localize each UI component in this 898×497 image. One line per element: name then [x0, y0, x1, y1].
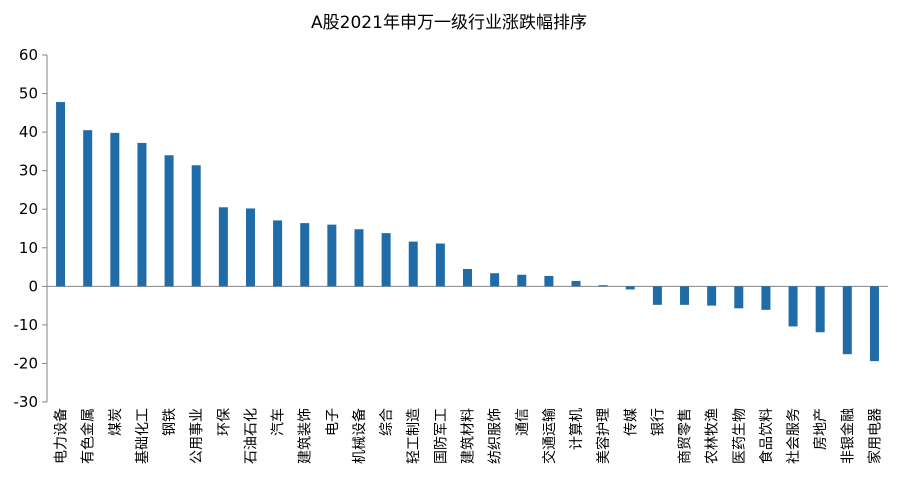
- x-category-label: 医药生物: [732, 408, 748, 464]
- y-tick-label: 40: [19, 123, 38, 141]
- x-category-label: 美容护理: [595, 408, 612, 464]
- x-category-label: 石油石化: [243, 408, 259, 464]
- bar-银行: [652, 286, 662, 305]
- x-category-label: 纺织服饰: [488, 408, 504, 464]
- bar-钢铁: [164, 155, 174, 287]
- bar-社会服务: [788, 286, 798, 327]
- bar-非银金融: [842, 286, 852, 355]
- bar-公用事业: [191, 165, 201, 287]
- x-category-label: 公用事业: [189, 408, 205, 464]
- bar-电子: [327, 224, 337, 287]
- bar-基础化工: [137, 142, 147, 287]
- y-tick-label: 30: [19, 162, 38, 180]
- bar-建筑材料: [463, 268, 472, 287]
- x-category-label: 基础化工: [134, 408, 151, 464]
- x-category-label: 电子: [325, 408, 341, 436]
- bar-商贸零售: [680, 286, 690, 305]
- bar-汽车: [273, 220, 283, 287]
- x-category-label: 通信: [515, 408, 531, 436]
- bar-传媒: [625, 286, 635, 290]
- bar-轻工制造: [408, 241, 418, 287]
- bar-国防军工: [435, 243, 445, 287]
- y-tick-label: 0: [28, 277, 38, 295]
- bar-食品饮料: [761, 286, 771, 310]
- x-category-label: 交通运输: [541, 408, 558, 464]
- x-category-label: 有色金属: [80, 408, 97, 464]
- y-tick-label: 20: [19, 200, 38, 218]
- x-category-label: 农林牧渔: [705, 408, 721, 464]
- bar-石油石化: [245, 208, 255, 287]
- x-category-label: 计算机: [569, 408, 585, 450]
- y-tick-label: -10: [14, 316, 39, 334]
- y-tick-label: 60: [19, 46, 38, 64]
- x-category-label: 轻工制造: [406, 408, 422, 464]
- bar-通信: [517, 274, 527, 287]
- x-category-label: 电力设备: [53, 408, 70, 464]
- bar-交通运输: [544, 275, 554, 287]
- y-tick-label: 10: [19, 239, 38, 257]
- x-category-label: 煤炭: [108, 408, 124, 436]
- x-category-label: 社会服务: [786, 408, 802, 464]
- x-category-label: 商贸零售: [678, 408, 694, 464]
- y-tick-label: 50: [19, 85, 38, 103]
- bar-家用电器: [869, 286, 879, 362]
- x-category-label: 房地产: [813, 408, 829, 450]
- bar-环保: [218, 207, 228, 287]
- x-category-label: 汽车: [270, 408, 287, 436]
- x-category-label: 银行: [650, 408, 666, 436]
- bar-农林牧渔: [707, 286, 717, 306]
- x-category-label: 综合: [379, 408, 395, 436]
- x-category-label: 家用电器: [866, 408, 883, 464]
- bar-医药生物: [734, 286, 744, 309]
- x-category-label: 钢铁: [162, 408, 178, 436]
- x-category-label: 食品饮料: [758, 408, 775, 464]
- bar-纺织服饰: [490, 273, 500, 287]
- bar-有色金属: [83, 130, 93, 287]
- bar-计算机: [571, 280, 581, 287]
- x-category-label: 非银金融: [840, 408, 856, 464]
- x-category-label: 传媒: [623, 408, 639, 436]
- bar-机械设备: [354, 229, 364, 287]
- x-category-label: 建筑装饰: [298, 408, 314, 464]
- bar-建筑装饰: [300, 223, 310, 287]
- x-category-label: 环保: [216, 408, 232, 436]
- chart-title: A股2021年申万一级行业涨跌幅排序: [311, 13, 587, 33]
- y-tick-label: -30: [14, 393, 39, 411]
- bar-综合: [381, 233, 391, 287]
- x-category-label: 机械设备: [351, 408, 368, 464]
- bar-美容护理: [598, 285, 608, 287]
- x-category-label: 建筑材料: [461, 408, 477, 464]
- bar-电力设备: [56, 102, 66, 287]
- bar-房地产: [815, 286, 825, 333]
- y-tick-label: -20: [14, 354, 39, 372]
- x-category-label: 国防军工: [433, 408, 449, 464]
- bar-煤炭: [110, 132, 120, 287]
